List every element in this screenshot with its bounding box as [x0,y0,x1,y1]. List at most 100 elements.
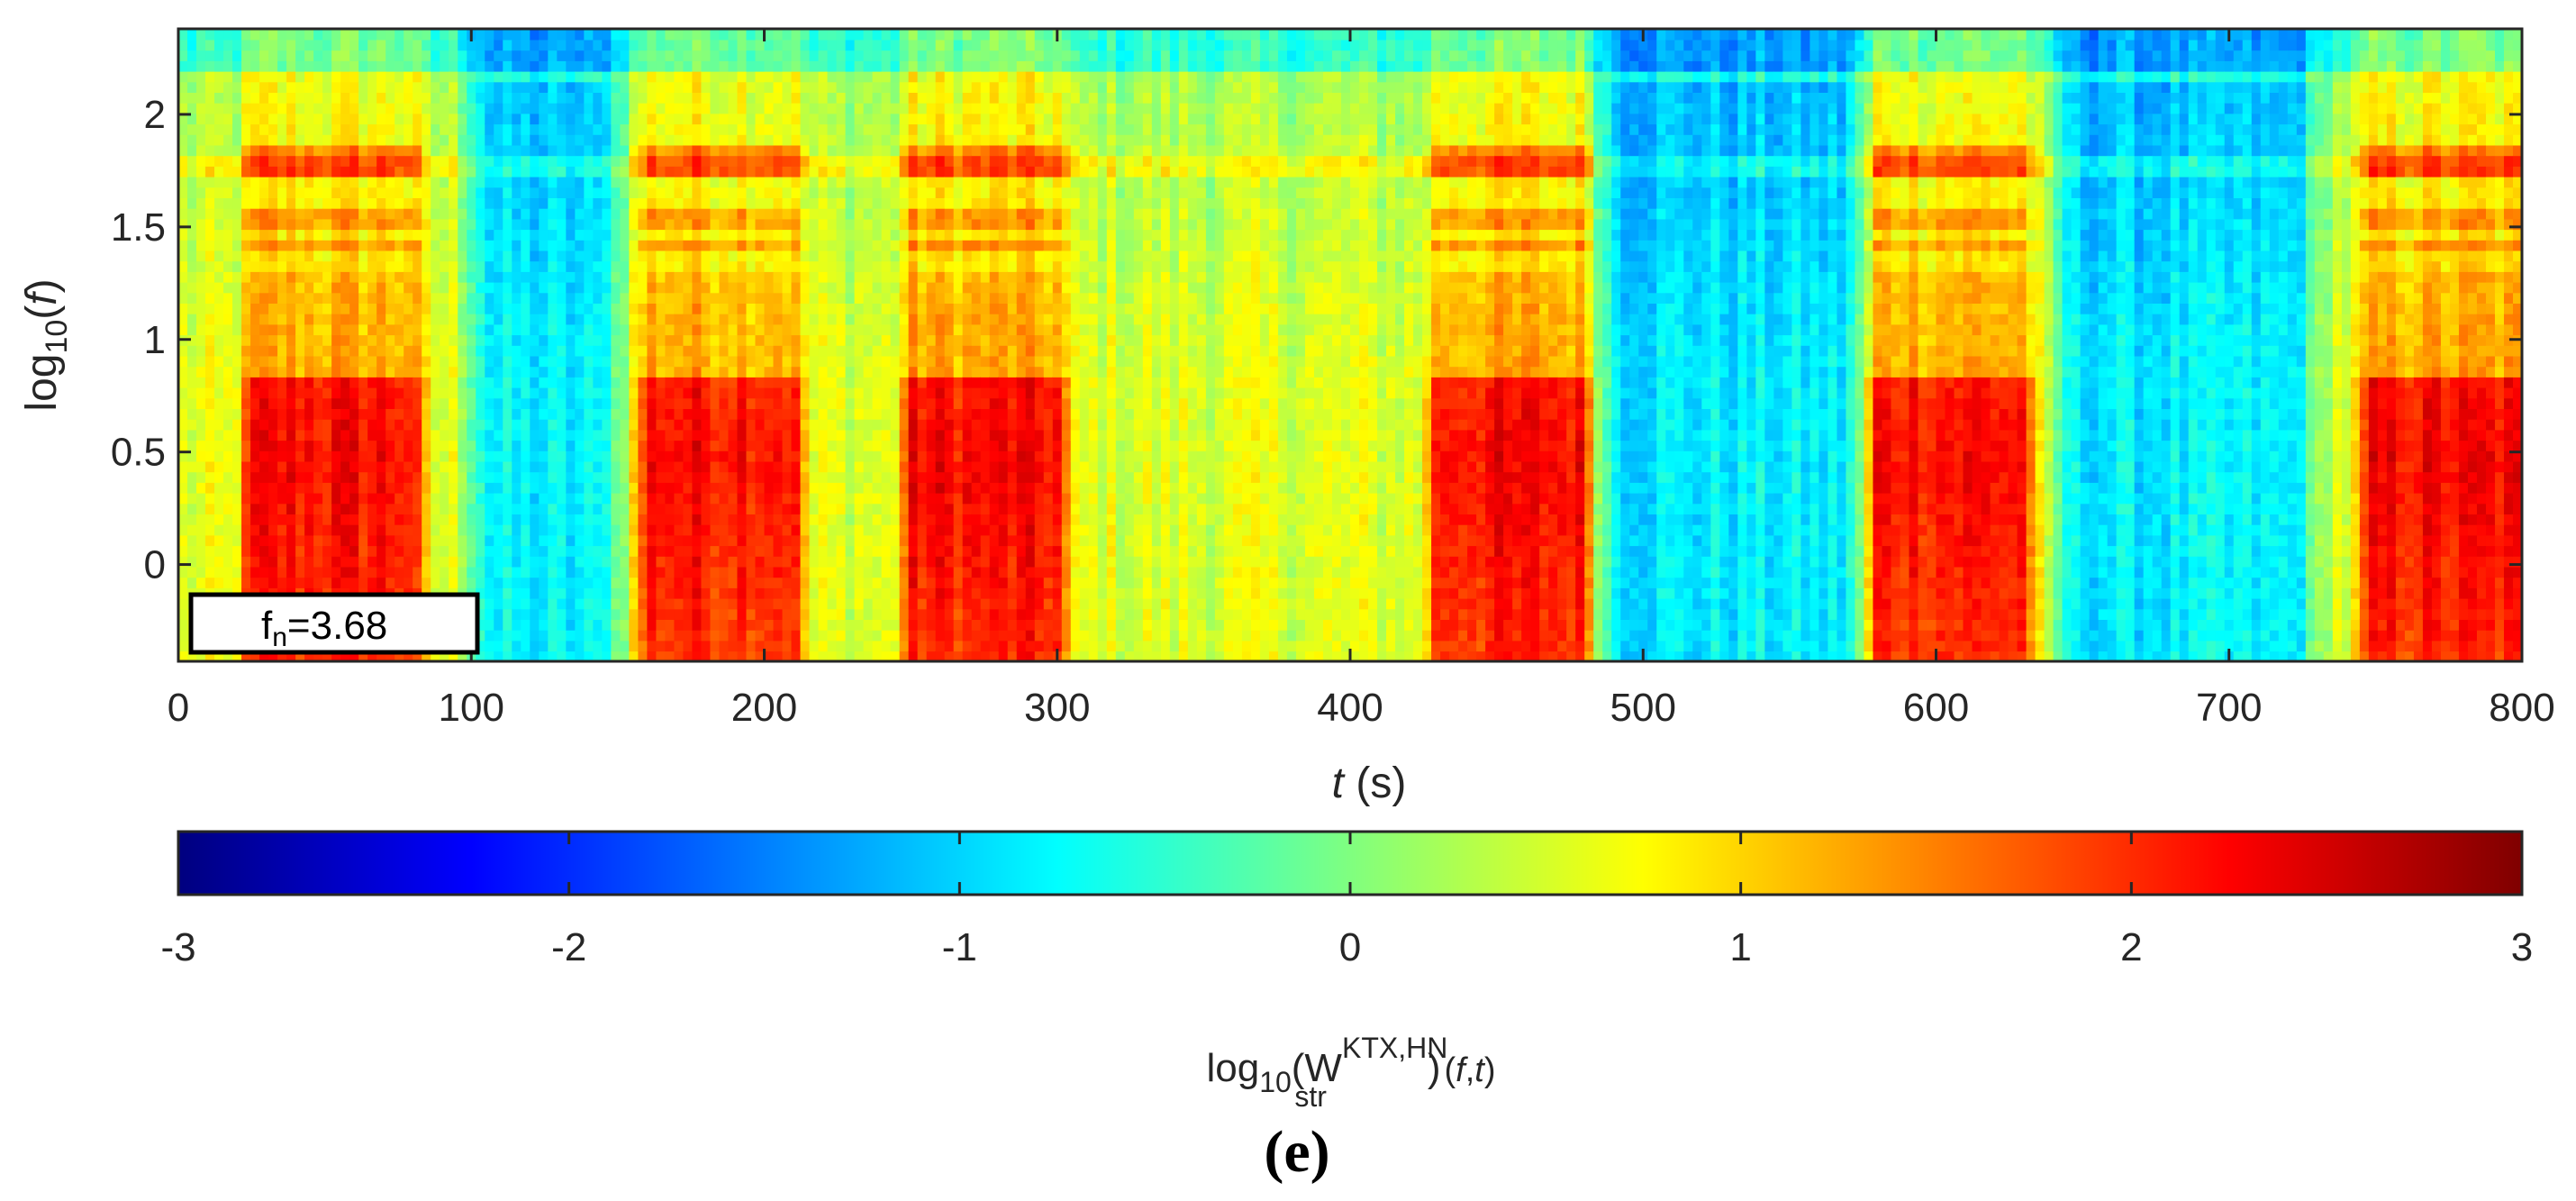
heatmap-cell [863,408,874,420]
heatmap-cell [241,134,251,146]
heatmap-cell [413,303,423,314]
heatmap-cell [494,387,504,399]
heatmap-cell [476,207,486,220]
heatmap-cell [268,397,278,409]
heatmap-cell [593,144,603,157]
heatmap-cell [656,81,667,93]
heatmap-cell [458,281,468,294]
heatmap-cell [773,482,784,494]
heatmap-cell [422,134,432,146]
heatmap-cell [800,397,811,409]
heatmap-cell [683,176,694,188]
heatmap-cell [890,534,901,547]
heatmap-cell [512,240,522,251]
heatmap-cell [566,50,576,61]
heatmap-cell [629,587,639,599]
heatmap-cell [196,303,206,314]
heatmap-cell [593,313,603,325]
heatmap-cell [791,450,802,462]
heatmap-cell [773,81,784,93]
heatmap-cell [313,187,323,198]
heatmap-cell [376,556,386,568]
heatmap-cell [367,387,377,399]
heatmap-cell [836,176,847,188]
heatmap-cell [259,102,269,114]
heatmap-cell [584,577,594,588]
heatmap-cell [575,303,585,314]
heatmap-cell [259,187,269,198]
heatmap-cell [395,545,404,557]
heatmap-cell [674,408,685,420]
heatmap-cell [620,355,630,368]
heatmap-cell [692,123,703,135]
heatmap-cell [286,345,296,357]
heatmap-cell [827,229,838,241]
heatmap-cell [899,377,910,388]
heatmap-cell [638,556,649,568]
heatmap-cell [458,450,468,462]
heatmap-cell [322,429,332,441]
heatmap-cell [602,60,612,72]
heatmap-cell [593,418,603,431]
heatmap-cell [404,50,413,61]
heatmap-cell [548,440,558,451]
heatmap-cell [503,123,513,135]
heatmap-cell [908,408,919,420]
heatmap-cell [728,123,739,135]
heatmap-cell [259,113,269,125]
heatmap-cell [908,587,919,599]
heatmap-cell [331,240,341,251]
heatmap-cell [485,323,495,336]
heatmap-cell [530,440,540,451]
heatmap-cell [349,260,359,272]
heatmap-cell [367,651,377,661]
heatmap-cell [800,102,811,114]
heatmap-cell [917,545,928,557]
heatmap-cell [476,577,486,588]
heatmap-cell [782,514,793,525]
heatmap-cell [674,134,685,146]
heatmap-cell [908,260,919,272]
heatmap-cell [521,60,531,72]
heatmap-cell [250,523,260,536]
heatmap-cell [530,271,540,283]
heatmap-cell [250,471,260,483]
heatmap-cell [277,218,287,231]
heatmap-cell [232,482,242,494]
heatmap-cell [881,556,892,568]
heatmap-cell [701,397,712,409]
heatmap-cell [178,303,188,314]
heatmap-cell [322,651,332,661]
heatmap-cell [205,492,215,505]
heatmap-cell [908,597,919,610]
heatmap-cell [413,377,423,388]
heatmap-cell [665,39,676,51]
heatmap-cell [674,176,685,188]
heatmap-cell [404,292,413,304]
heatmap-cell [512,408,522,420]
heatmap-cell [836,629,847,641]
heatmap-cell [917,134,928,146]
heatmap-cell [728,81,739,93]
heatmap-cell [593,408,603,420]
heatmap-cell [367,418,377,431]
heatmap-cell [539,70,549,83]
heatmap-cell [187,144,197,157]
heatmap-cell [458,134,468,146]
heatmap-cell [295,197,305,209]
heatmap-cell [800,418,811,431]
heatmap-cell [322,471,332,483]
heatmap-cell [773,503,784,514]
heatmap-cell [845,514,856,525]
heatmap-cell [304,123,314,135]
heatmap-cell [845,334,856,346]
heatmap-cell [340,577,350,588]
heatmap-cell [521,566,531,578]
heatmap-cell [755,313,766,325]
heatmap-cell [755,377,766,388]
heatmap-cell [331,281,341,294]
heatmap-cell [187,503,197,514]
heatmap-cell [791,323,802,336]
heatmap-cell [629,355,639,368]
heatmap-cell [602,260,612,272]
